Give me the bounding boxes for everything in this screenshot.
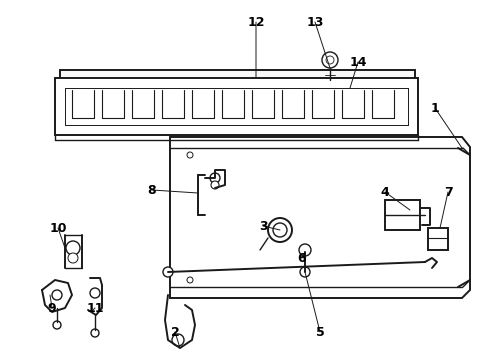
Circle shape	[299, 244, 311, 256]
Polygon shape	[170, 137, 470, 298]
Circle shape	[187, 152, 193, 158]
Text: 10: 10	[49, 221, 67, 234]
Circle shape	[268, 218, 292, 242]
Circle shape	[68, 253, 78, 263]
Circle shape	[211, 181, 219, 189]
Circle shape	[187, 277, 193, 283]
Polygon shape	[428, 228, 448, 250]
Circle shape	[273, 223, 287, 237]
Circle shape	[53, 321, 61, 329]
Text: 11: 11	[86, 302, 104, 315]
Polygon shape	[385, 200, 420, 230]
Text: 4: 4	[381, 185, 390, 198]
Text: 9: 9	[48, 302, 56, 315]
Circle shape	[52, 290, 62, 300]
Circle shape	[326, 56, 334, 64]
Circle shape	[66, 241, 80, 255]
Circle shape	[172, 334, 184, 346]
Circle shape	[322, 52, 338, 68]
Text: 8: 8	[147, 184, 156, 197]
Text: 1: 1	[431, 102, 440, 114]
Text: 13: 13	[306, 15, 324, 28]
Circle shape	[163, 267, 173, 277]
Circle shape	[90, 288, 100, 298]
Text: 14: 14	[349, 55, 367, 68]
Text: 3: 3	[259, 220, 268, 233]
Text: 7: 7	[443, 185, 452, 198]
Text: 6: 6	[298, 252, 306, 265]
Circle shape	[300, 267, 310, 277]
Polygon shape	[60, 70, 415, 130]
Polygon shape	[55, 78, 418, 135]
Circle shape	[210, 173, 220, 183]
Circle shape	[91, 329, 99, 337]
Text: 5: 5	[316, 325, 324, 338]
Text: 12: 12	[247, 15, 265, 28]
Text: 2: 2	[171, 325, 179, 338]
